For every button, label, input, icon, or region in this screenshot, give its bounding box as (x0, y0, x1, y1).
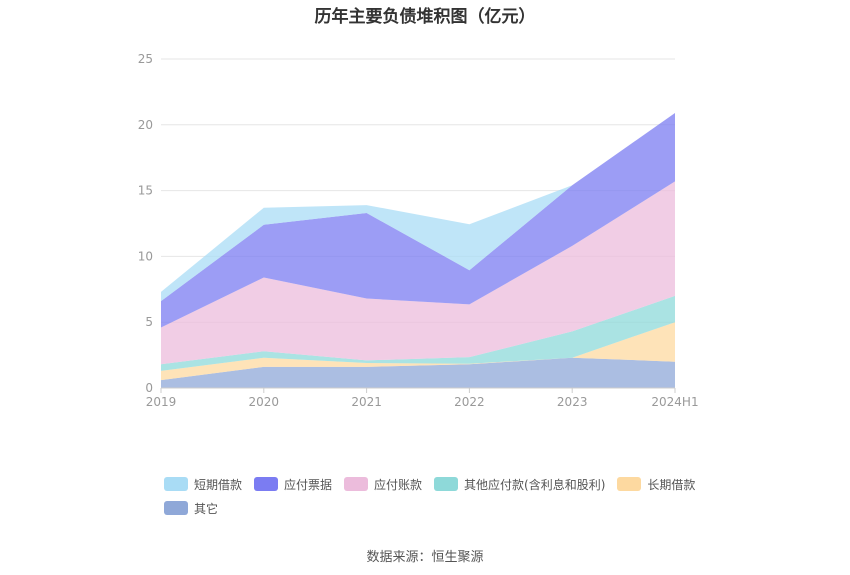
legend-item[interactable]: 其他应付款(含利息和股利) (434, 472, 605, 496)
legend-item[interactable]: 短期借款 (164, 472, 242, 496)
area-layer (161, 113, 675, 388)
y-tick-label: 0 (145, 381, 153, 395)
legend-item[interactable]: 应付账款 (344, 472, 422, 496)
legend-swatch (344, 477, 369, 491)
y-tick-label: 15 (138, 184, 153, 198)
x-tick-label: 2021 (351, 395, 382, 409)
chart-legend: 短期借款 应付票据 应付账款 其他应付款(含利息和股利) 长期借款其它 (164, 472, 724, 520)
y-tick-label: 20 (138, 118, 153, 132)
legend-label: 其他应付款(含利息和股利) (464, 477, 606, 492)
legend-swatch (164, 477, 188, 491)
legend-item[interactable]: 其它 (164, 496, 218, 520)
legend-swatch (617, 477, 642, 491)
legend-label: 应付账款 (374, 477, 423, 492)
y-tick-label: 5 (145, 315, 153, 329)
legend-item[interactable]: 应付票据 (254, 472, 332, 496)
legend-swatch (164, 501, 188, 515)
chart-title: 历年主要负债堆积图（亿元） (314, 7, 536, 27)
area-series-3 (161, 181, 675, 365)
x-tick-label: 2020 (249, 395, 280, 409)
area-series-4 (161, 113, 675, 328)
source-note: 数据来源：恒生聚源 (366, 550, 484, 565)
legend-label: 短期借款 (194, 477, 243, 492)
x-tick-label: 2022 (454, 395, 485, 409)
y-tick-label: 10 (138, 249, 153, 263)
y-tick-label: 25 (138, 52, 153, 66)
legend-label: 应付票据 (284, 477, 333, 492)
x-tick-label: 2019 (146, 395, 177, 409)
legend-label: 其它 (194, 501, 219, 516)
x-tick-label: 2024H1 (651, 395, 698, 409)
area-series-1 (161, 322, 675, 381)
axis-layer: 0 5 10 15 20 25 2019 2020 2021 2022 2023 2024H1 (138, 52, 699, 409)
legend-label: 长期借款 (647, 477, 696, 492)
legend-swatch (254, 477, 279, 491)
x-tick-label: 2023 (557, 395, 588, 409)
area-series-0 (161, 357, 675, 388)
legend-item[interactable]: 长期借款 (617, 472, 695, 496)
area-series-2 (161, 295, 675, 371)
legend-swatch (434, 477, 459, 491)
